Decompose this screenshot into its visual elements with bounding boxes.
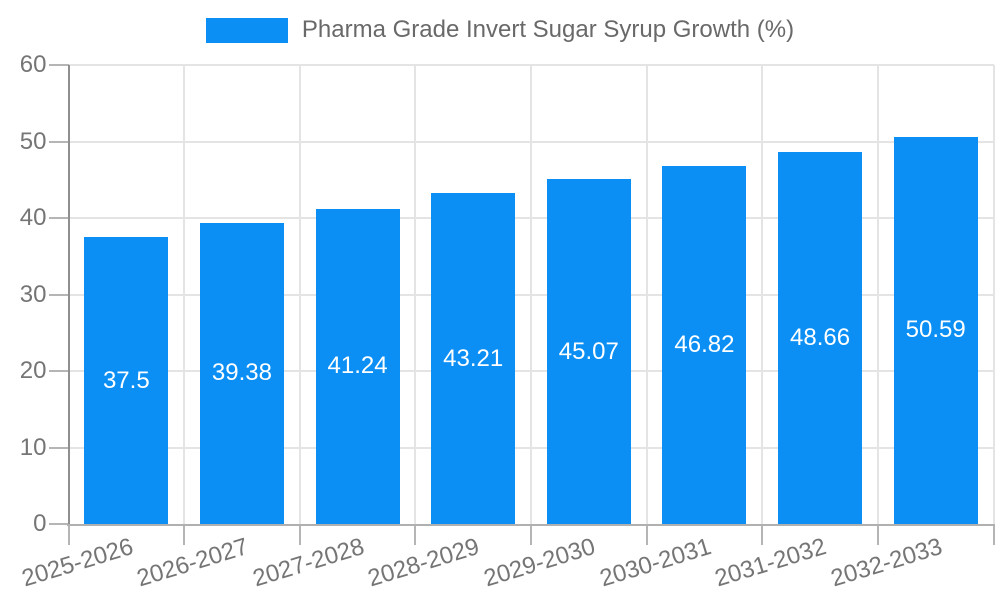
x-tick-label: 2027-2028 — [249, 533, 368, 593]
x-tick-label: 2026-2027 — [133, 533, 252, 593]
bar-value-label: 41.24 — [327, 352, 388, 380]
x-tick-label: 2028-2029 — [365, 533, 483, 593]
x-gridline — [530, 65, 532, 524]
x-gridline — [183, 65, 186, 524]
y-axis-tick — [48, 446, 69, 449]
x-tick-label: 2032-2033 — [827, 533, 946, 593]
bar-2029-2030[interactable]: 45.07 — [546, 179, 631, 524]
x-tick-label: 2025-2026 — [18, 533, 136, 593]
bar-value-label: 50.59 — [905, 316, 966, 344]
x-axis-tick — [183, 524, 186, 545]
bar-value-label: 39.38 — [211, 359, 272, 387]
x-tick-label: 2031-2032 — [712, 533, 830, 593]
y-tick-label: 60 — [19, 51, 47, 78]
legend-swatch — [205, 17, 288, 43]
bar-2026-2027[interactable]: 39.38 — [199, 222, 284, 524]
x-axis-tick — [992, 524, 995, 545]
y-axis-line — [67, 65, 70, 524]
bar-2027-2028[interactable]: 41.24 — [315, 208, 400, 524]
x-gridline — [992, 65, 995, 524]
x-gridline — [298, 65, 301, 524]
x-gridline — [414, 65, 417, 524]
y-axis-tick — [48, 64, 69, 66]
y-tick-label: 40 — [19, 204, 47, 231]
x-axis-tick — [876, 524, 879, 545]
y-tick-label: 30 — [19, 280, 47, 308]
bar-value-label: 45.07 — [558, 337, 619, 365]
x-gridline — [645, 65, 648, 524]
x-axis-line — [67, 524, 995, 526]
x-axis-tick — [414, 524, 417, 545]
y-tick-label: 20 — [19, 357, 47, 384]
bar-2030-2031[interactable]: 46.82 — [662, 165, 747, 524]
bar-value-label: 48.66 — [790, 323, 851, 351]
x-axis-tick — [67, 524, 70, 545]
bar-2028-2029[interactable]: 43.21 — [431, 193, 516, 524]
chart-legend[interactable]: Pharma Grade Invert Sugar Syrup Growth (… — [0, 16, 1000, 44]
legend-label: Pharma Grade Invert Sugar Syrup Growth (… — [301, 16, 795, 43]
x-tick-label: 2029-2030 — [480, 533, 599, 593]
bar-2031-2032[interactable]: 48.66 — [778, 151, 863, 524]
x-axis-tick — [761, 524, 764, 545]
bar-2032-2033[interactable]: 50.59 — [893, 136, 978, 524]
x-axis-tick — [645, 524, 648, 545]
bar-2025-2026[interactable]: 37.5 — [84, 237, 169, 524]
bar-value-label: 37.5 — [102, 366, 150, 394]
bar-value-label: 46.82 — [674, 330, 735, 358]
x-axis-tick — [298, 524, 301, 545]
y-axis-tick — [48, 140, 69, 143]
x-axis-tick — [530, 524, 532, 545]
y-tick-label: 10 — [19, 433, 47, 461]
y-tick-label: 0 — [33, 510, 47, 537]
x-gridline — [761, 65, 764, 524]
x-tick-label: 2030-2031 — [596, 533, 715, 593]
bar-value-label: 43.21 — [443, 344, 504, 372]
y-tick-label: 50 — [19, 127, 47, 155]
y-axis-tick — [48, 217, 69, 219]
y-axis-tick — [48, 293, 69, 296]
y-axis-tick — [48, 523, 69, 525]
x-gridline — [876, 65, 879, 524]
y-axis-tick — [48, 370, 69, 372]
